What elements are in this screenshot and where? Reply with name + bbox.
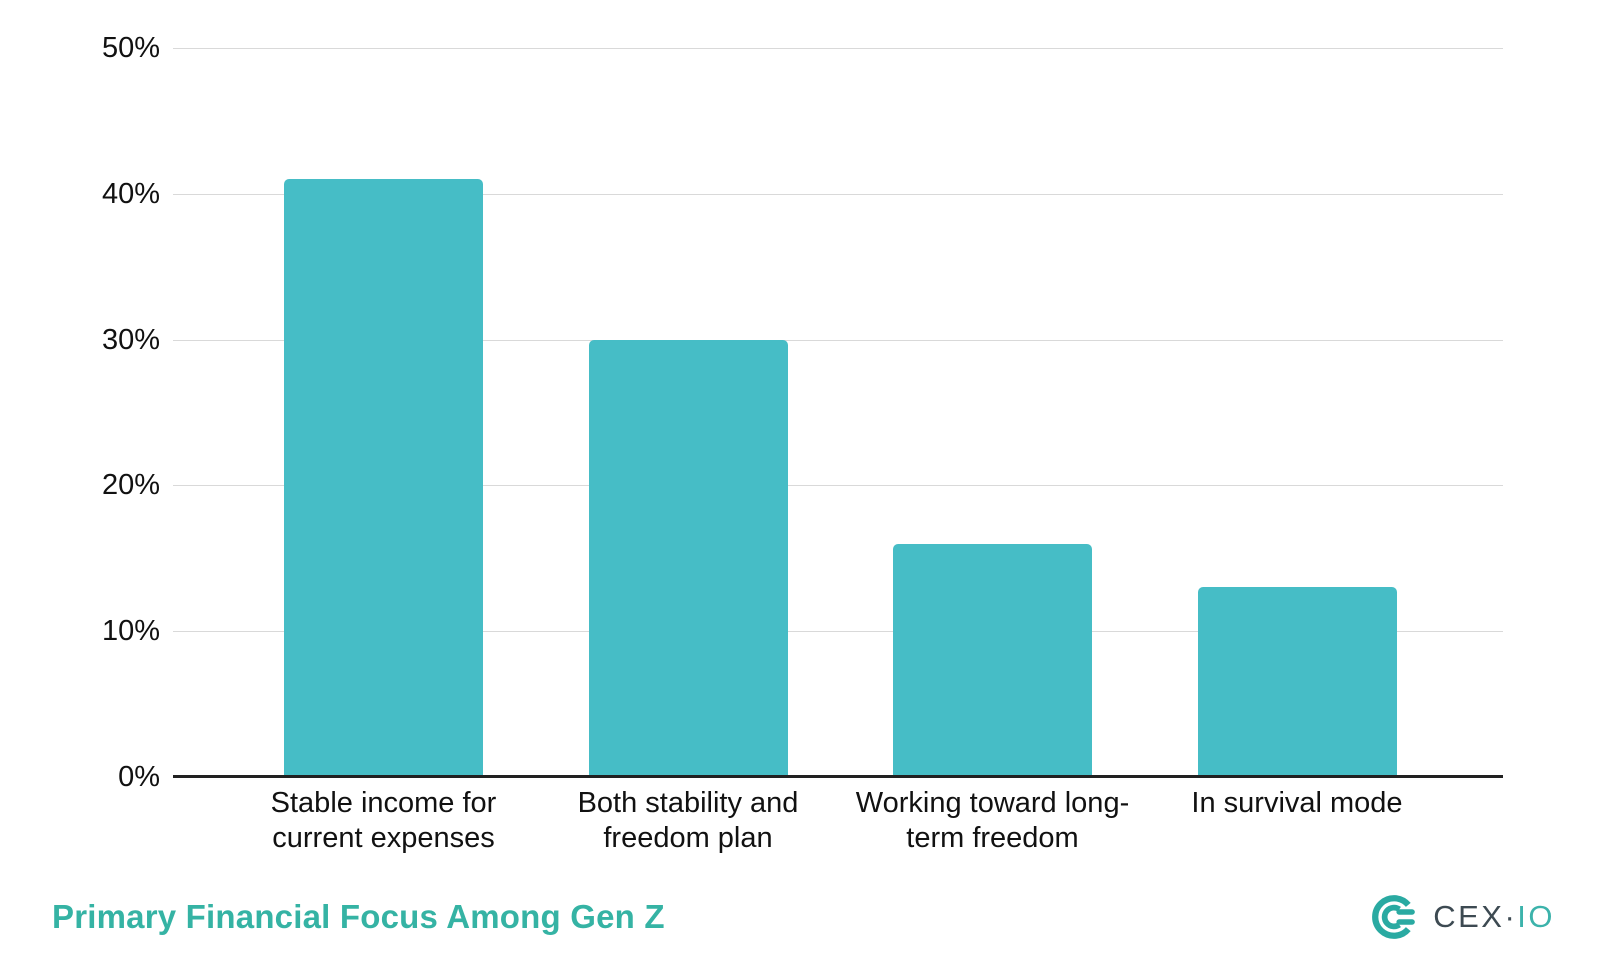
y-tick-label: 0% <box>118 761 160 793</box>
logo-text-io: IO <box>1517 899 1555 934</box>
y-tick-label: 40% <box>101 177 160 210</box>
x-category-label: Working toward long-term freedom <box>855 787 1130 854</box>
x-category-label: In survival mode <box>1191 787 1403 819</box>
gridline <box>173 631 1503 633</box>
bar-2 <box>588 339 788 777</box>
gridline <box>173 485 1503 487</box>
x-axis-category-labels: Stable income for current expenses Both s… <box>173 786 1503 876</box>
bar-3 <box>893 543 1092 777</box>
y-tick-label: 10% <box>101 615 160 648</box>
y-axis-tick-labels: 0% 10% 20% 30% 40% 50% <box>0 33 160 792</box>
logo-text-cex: CEX <box>1433 899 1505 934</box>
y-tick-label: 30% <box>101 323 160 356</box>
x-category-label: Both stability and freedom plan <box>577 787 799 854</box>
y-tick-label: 20% <box>101 469 160 502</box>
bar-4 <box>1197 587 1397 777</box>
y-tick-label: 50% <box>101 32 160 64</box>
gridline <box>173 193 1503 195</box>
x-category-label: Stable income for current expenses <box>270 787 497 854</box>
cexio-logo-icon <box>1371 892 1421 942</box>
gridline <box>173 48 1503 49</box>
chart-footer: Primary Financial Focus Among Gen Z CEX·… <box>0 882 1600 952</box>
plot-area <box>173 48 1503 778</box>
logo-text-separator: · <box>1504 899 1518 934</box>
bar-1 <box>284 179 483 777</box>
x-axis-line <box>173 775 1503 778</box>
cexio-logo-text: CEX·IO <box>1433 899 1555 935</box>
chart-title: Primary Financial Focus Among Gen Z <box>52 898 665 935</box>
gridline <box>173 339 1503 341</box>
cexio-logo: CEX·IO <box>1371 892 1555 942</box>
